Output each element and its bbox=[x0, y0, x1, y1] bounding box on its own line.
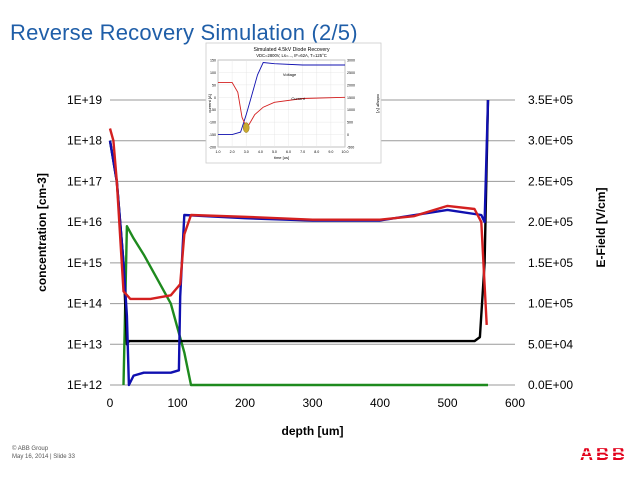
x-tick-label: 500 bbox=[437, 396, 457, 410]
y-tick-label: 1E+19 bbox=[67, 93, 102, 107]
footer-copyright: © ABB Group bbox=[12, 446, 49, 452]
footer-date-slide: May 16, 2014 | Slide 33 bbox=[12, 454, 75, 460]
inset-title: Simulated 4.5kV Diode Recovery bbox=[253, 47, 330, 53]
y-tick-label: 1E+13 bbox=[67, 337, 102, 351]
y2-tick-label: 2.5E+05 bbox=[528, 174, 573, 188]
inset-y-tick: 150 bbox=[210, 59, 216, 63]
series-line bbox=[108, 128, 488, 325]
inset-x-tick: 5.0 bbox=[272, 150, 277, 154]
y-tick-label: 1E+12 bbox=[67, 378, 102, 392]
inset-y-tick: 0 bbox=[214, 96, 216, 100]
inset-x-tick: 1.0 bbox=[216, 150, 221, 154]
y2-tick-label: 1.5E+05 bbox=[528, 256, 573, 270]
inset-highlight-marker bbox=[243, 122, 250, 133]
inset-y2-label: voltage [V] bbox=[376, 94, 381, 113]
inset-x-tick: 3.0 bbox=[244, 150, 249, 154]
y2-tick-label: 3.0E+05 bbox=[528, 134, 573, 148]
inset-y-tick: -50 bbox=[211, 108, 216, 112]
logo-stripe bbox=[578, 451, 628, 453]
logo-letter: A bbox=[580, 444, 593, 463]
x-axis-label: depth [um] bbox=[282, 424, 344, 438]
inset-x-tick: 7.0 bbox=[300, 150, 305, 154]
inset-plot-area bbox=[217, 59, 346, 148]
logo-letter: B bbox=[612, 444, 625, 463]
inset-annotation-current: Current bbox=[291, 96, 305, 101]
inset-x-tick: 8.0 bbox=[314, 150, 319, 154]
inset-x-label: time [us] bbox=[274, 155, 289, 160]
inset-y2-tick: 500 bbox=[347, 121, 353, 125]
y2-tick-label: 3.5E+05 bbox=[528, 93, 573, 107]
x-tick-label: 100 bbox=[167, 396, 187, 410]
x-tick-label: 400 bbox=[370, 396, 390, 410]
y-tick-label: 1E+17 bbox=[67, 174, 102, 188]
inset-y-tick: 50 bbox=[212, 83, 216, 87]
y-tick-label: 1E+18 bbox=[67, 134, 102, 148]
inset-x-tick: 2.0 bbox=[230, 150, 235, 154]
inset-subtitle: VDC=2800V, Ls=..., IF=62A, T=125°C bbox=[256, 53, 327, 58]
inset-y2-tick: 2500 bbox=[347, 71, 355, 75]
x-tick-label: 300 bbox=[302, 396, 322, 410]
inset-y-tick: -100 bbox=[209, 121, 216, 125]
inset-y2-tick: 3000 bbox=[347, 59, 355, 63]
inset-y2-tick: 2000 bbox=[347, 83, 355, 87]
inset-y-label: current [A] bbox=[207, 94, 212, 112]
logo-stripe bbox=[578, 456, 628, 458]
y2-tick-label: 5.0E+04 bbox=[528, 337, 573, 351]
x-tick-label: 200 bbox=[235, 396, 255, 410]
y2-tick-label: 2.0E+05 bbox=[528, 215, 573, 229]
inset-y-tick: -200 bbox=[209, 146, 216, 150]
inset-x-tick: 9.0 bbox=[328, 150, 333, 154]
y2-tick-label: 0.0E+00 bbox=[528, 378, 573, 392]
y-tick-label: 1E+15 bbox=[67, 256, 102, 270]
y-axis-label: concentration [cm-3] bbox=[35, 173, 49, 292]
x-tick-label: 0 bbox=[107, 396, 114, 410]
slide-title: Reverse Recovery Simulation (2/5) bbox=[10, 20, 358, 45]
inset-y2-tick: 1000 bbox=[347, 108, 355, 112]
y-tick-label: 1E+14 bbox=[67, 297, 102, 311]
inset-y2-tick: 0 bbox=[347, 133, 349, 137]
slide-footer: © ABB Group May 16, 2014 | Slide 33 bbox=[12, 445, 75, 461]
logo-stripe bbox=[578, 447, 628, 449]
y2-axis-label: E-Field [V/cm] bbox=[594, 187, 608, 267]
inset-series-line bbox=[218, 62, 345, 136]
y-tick-label: 1E+16 bbox=[67, 215, 102, 229]
series-line bbox=[108, 99, 490, 387]
inset-y2-tick: -500 bbox=[347, 146, 354, 150]
inset-y2-tick: 1500 bbox=[347, 96, 355, 100]
inset-x-tick: 4.0 bbox=[258, 150, 263, 154]
inset-x-tick: 10.0 bbox=[342, 150, 349, 154]
inset-x-tick: 6.0 bbox=[286, 150, 291, 154]
inset-y-tick: 100 bbox=[210, 71, 216, 75]
x-tick-label: 600 bbox=[505, 396, 525, 410]
logo-letter: B bbox=[596, 444, 609, 463]
inset-y-tick: -150 bbox=[209, 133, 216, 137]
y2-tick-label: 1.0E+05 bbox=[528, 297, 573, 311]
inset-annotation-voltage: Voltage bbox=[283, 72, 297, 77]
